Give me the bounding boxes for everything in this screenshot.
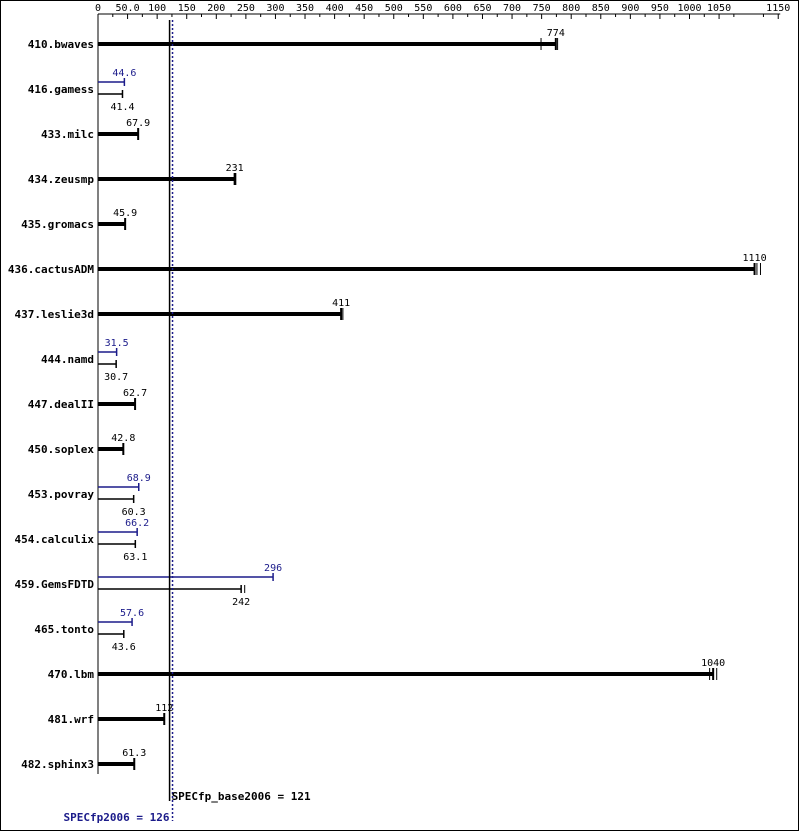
base-reference-label: SPECfp_base2006 = 121	[172, 790, 311, 803]
x-tick-label: 450	[355, 3, 373, 14]
benchmark-label: 437.leslie3d	[15, 308, 94, 321]
x-tick-label: 550	[414, 3, 432, 14]
x-tick-label: 500	[385, 3, 403, 14]
x-tick-label: 950	[651, 3, 669, 14]
benchmark-row: 410.bwaves 774	[28, 28, 565, 51]
bars: 410.bwaves 774 416.gamess 44.6 41.4 433.milc 6…	[8, 28, 767, 771]
benchmark-row: 465.tonto 57.6 43.6	[34, 608, 144, 653]
base-value-label: 231	[226, 163, 244, 174]
x-tick-label: 1150	[766, 3, 790, 14]
benchmark-row: 436.cactusADM 1110	[8, 253, 767, 276]
benchmark-row: 416.gamess 44.6 41.4	[28, 68, 137, 113]
peak-reference-label: SPECfp2006 = 126	[64, 811, 170, 824]
base-bar	[98, 672, 714, 676]
base-value-label: 42.8	[111, 433, 135, 444]
base-value-label: 774	[547, 28, 565, 39]
benchmark-row: 434.zeusmp 231	[28, 163, 244, 186]
benchmark-label: 481.wrf	[48, 713, 94, 726]
base-bar	[98, 447, 124, 451]
base-bar	[98, 762, 135, 766]
base-value-label: 61.3	[122, 748, 146, 759]
benchmark-label: 416.gamess	[28, 83, 94, 96]
base-value-label: 30.7	[104, 372, 128, 383]
base-bar	[98, 402, 136, 406]
benchmark-label: 482.sphinx3	[21, 758, 94, 771]
x-tick-label: 700	[503, 3, 521, 14]
base-bar	[98, 177, 235, 181]
base-bar	[98, 267, 755, 271]
x-tick-label: 600	[444, 3, 462, 14]
benchmark-row: 454.calculix 66.2 63.1	[15, 518, 150, 563]
base-bar	[98, 312, 342, 316]
benchmark-label: 410.bwaves	[28, 38, 94, 51]
x-tick-label: 650	[473, 3, 491, 14]
benchmark-label: 459.GemsFDTD	[15, 578, 95, 591]
x-tick-label: 1050	[707, 3, 731, 14]
x-tick-label: 1000	[677, 3, 701, 14]
peak-value-label: 68.9	[127, 473, 151, 484]
benchmark-row: 435.gromacs 45.9	[21, 208, 137, 231]
x-tick-label: 800	[562, 3, 580, 14]
peak-value-label: 66.2	[125, 518, 149, 529]
x-tick-label: 350	[296, 3, 314, 14]
x-axis: 0 50.0 100 150 200 250 300 350 400 450 500 550 600 65…	[95, 3, 790, 774]
base-value-label: 63.1	[123, 552, 147, 563]
base-bar	[98, 132, 139, 136]
peak-value-label: 31.5	[105, 338, 129, 349]
base-value-label: 43.6	[112, 642, 136, 653]
base-value-label: 1040	[701, 658, 725, 669]
benchmark-row: 470.lbm 1040	[48, 658, 726, 681]
benchmark-label: 444.namd	[41, 353, 94, 366]
x-tick-label: 50.0	[116, 3, 140, 14]
base-bar	[98, 42, 556, 46]
benchmark-label: 454.calculix	[15, 533, 95, 546]
x-tick-label: 850	[592, 3, 610, 14]
peak-value-label: 44.6	[112, 68, 136, 79]
benchmark-label: 465.tonto	[34, 623, 94, 636]
benchmark-row: 433.milc 67.9	[41, 118, 150, 141]
x-tick-label: 400	[326, 3, 344, 14]
benchmark-row: 481.wrf 112	[48, 703, 174, 726]
benchmark-row: 444.namd 31.5 30.7	[41, 338, 129, 383]
benchmark-label: 433.milc	[41, 128, 94, 141]
x-tick-label: 250	[237, 3, 255, 14]
benchmark-label: 450.soplex	[28, 443, 95, 456]
x-tick-label: 150	[178, 3, 196, 14]
x-tick-label: 300	[266, 3, 284, 14]
benchmark-label: 435.gromacs	[21, 218, 94, 231]
benchmark-row: 450.soplex 42.8	[28, 433, 136, 456]
peak-value-label: 296	[264, 563, 282, 574]
benchmark-label: 453.povray	[28, 488, 95, 501]
base-value-label: 60.3	[122, 507, 146, 518]
base-value-label: 67.9	[126, 118, 150, 129]
benchmark-row: 459.GemsFDTD 296 242	[15, 563, 283, 608]
base-bar	[98, 222, 126, 226]
base-value-label: 242	[232, 597, 250, 608]
benchmark-row: 447.dealII 62.7	[28, 388, 147, 411]
benchmark-row: 482.sphinx3 61.3	[21, 748, 146, 771]
peak-value-label: 57.6	[120, 608, 144, 619]
base-value-label: 62.7	[123, 388, 147, 399]
benchmark-label: 447.dealII	[28, 398, 94, 411]
base-value-label: 45.9	[113, 208, 137, 219]
base-value-label: 1110	[743, 253, 767, 264]
benchmark-label: 436.cactusADM	[8, 263, 94, 276]
benchmark-row: 437.leslie3d 411	[15, 298, 351, 321]
benchmark-label: 470.lbm	[48, 668, 95, 681]
base-value-label: 411	[332, 298, 350, 309]
base-value-label: 112	[155, 703, 173, 714]
x-tick-label: 900	[621, 3, 639, 14]
base-value-label: 41.4	[110, 102, 134, 113]
x-tick-label: 200	[207, 3, 225, 14]
benchmark-row: 453.povray 68.9 60.3	[28, 473, 151, 518]
base-bar	[98, 717, 165, 721]
x-tick-label: 750	[533, 3, 551, 14]
x-tick-label: 0	[95, 3, 101, 14]
benchmark-label: 434.zeusmp	[28, 173, 95, 186]
x-tick-label: 100	[148, 3, 166, 14]
